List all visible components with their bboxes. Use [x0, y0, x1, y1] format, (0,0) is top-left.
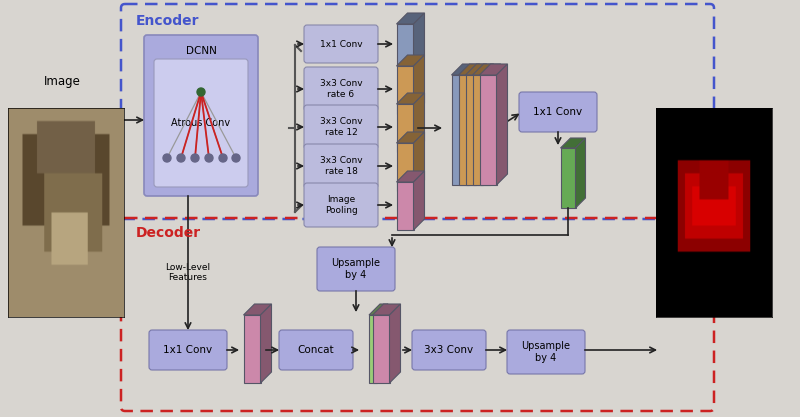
Polygon shape	[466, 64, 494, 75]
Text: Encoder: Encoder	[136, 14, 199, 28]
Circle shape	[177, 154, 185, 162]
Polygon shape	[414, 93, 425, 152]
Polygon shape	[397, 24, 414, 66]
Polygon shape	[369, 304, 388, 315]
Polygon shape	[458, 64, 486, 75]
Polygon shape	[243, 315, 261, 383]
Polygon shape	[397, 55, 425, 66]
Polygon shape	[261, 304, 271, 383]
Text: Upsample
by 4: Upsample by 4	[331, 258, 381, 280]
Circle shape	[163, 154, 171, 162]
FancyBboxPatch shape	[304, 105, 378, 149]
Polygon shape	[397, 143, 414, 191]
Text: 1x1 Conv: 1x1 Conv	[163, 345, 213, 355]
Text: 3x3 Conv: 3x3 Conv	[425, 345, 474, 355]
Polygon shape	[479, 75, 497, 185]
FancyBboxPatch shape	[304, 67, 378, 111]
Polygon shape	[414, 55, 425, 114]
Polygon shape	[373, 304, 401, 315]
FancyBboxPatch shape	[507, 330, 585, 374]
FancyBboxPatch shape	[279, 330, 353, 370]
Polygon shape	[473, 75, 490, 185]
Circle shape	[205, 154, 213, 162]
Polygon shape	[369, 315, 377, 383]
Text: Decoder: Decoder	[136, 226, 201, 240]
Text: Atrous Conv: Atrous Conv	[171, 118, 230, 128]
Polygon shape	[473, 64, 501, 75]
Text: 1x1 Conv: 1x1 Conv	[534, 107, 582, 117]
Polygon shape	[458, 75, 475, 185]
Polygon shape	[561, 148, 575, 208]
FancyBboxPatch shape	[304, 25, 378, 63]
FancyBboxPatch shape	[149, 330, 227, 370]
Circle shape	[232, 154, 240, 162]
Polygon shape	[397, 104, 414, 152]
Polygon shape	[414, 171, 425, 230]
Circle shape	[197, 88, 205, 96]
Text: Image: Image	[43, 75, 81, 88]
Polygon shape	[397, 66, 414, 114]
FancyBboxPatch shape	[154, 59, 248, 187]
FancyBboxPatch shape	[519, 92, 597, 132]
Polygon shape	[466, 75, 482, 185]
Polygon shape	[397, 171, 425, 182]
Polygon shape	[243, 304, 271, 315]
Polygon shape	[451, 75, 469, 185]
Polygon shape	[475, 64, 486, 185]
Polygon shape	[377, 304, 388, 383]
Polygon shape	[490, 64, 501, 185]
Polygon shape	[575, 138, 586, 208]
Polygon shape	[482, 64, 494, 185]
Polygon shape	[469, 64, 479, 185]
Polygon shape	[414, 13, 425, 66]
Text: 3x3 Conv
rate 12: 3x3 Conv rate 12	[320, 117, 362, 137]
FancyBboxPatch shape	[304, 144, 378, 188]
Polygon shape	[390, 304, 401, 383]
Polygon shape	[397, 132, 425, 143]
Circle shape	[191, 154, 199, 162]
Text: Concat: Concat	[298, 345, 334, 355]
Polygon shape	[479, 64, 507, 75]
Text: Image
Pooling: Image Pooling	[325, 195, 358, 215]
FancyBboxPatch shape	[412, 330, 486, 370]
Polygon shape	[397, 182, 414, 230]
Text: DCNN: DCNN	[186, 46, 217, 56]
Text: 1x1 Conv: 1x1 Conv	[320, 40, 362, 48]
Text: 3x3 Conv
rate 6: 3x3 Conv rate 6	[320, 79, 362, 99]
Polygon shape	[397, 93, 425, 104]
FancyBboxPatch shape	[317, 247, 395, 291]
Circle shape	[219, 154, 227, 162]
Polygon shape	[397, 13, 425, 24]
Polygon shape	[373, 315, 390, 383]
Polygon shape	[451, 64, 479, 75]
Polygon shape	[561, 138, 586, 148]
Text: 3x3 Conv
rate 18: 3x3 Conv rate 18	[320, 156, 362, 176]
Polygon shape	[497, 64, 507, 185]
FancyBboxPatch shape	[144, 35, 258, 196]
Text: Prediction: Prediction	[692, 282, 748, 292]
Text: Upsample
by 4: Upsample by 4	[522, 341, 570, 363]
Text: Low-Level
Features: Low-Level Features	[166, 263, 210, 282]
FancyBboxPatch shape	[304, 183, 378, 227]
Polygon shape	[414, 132, 425, 191]
